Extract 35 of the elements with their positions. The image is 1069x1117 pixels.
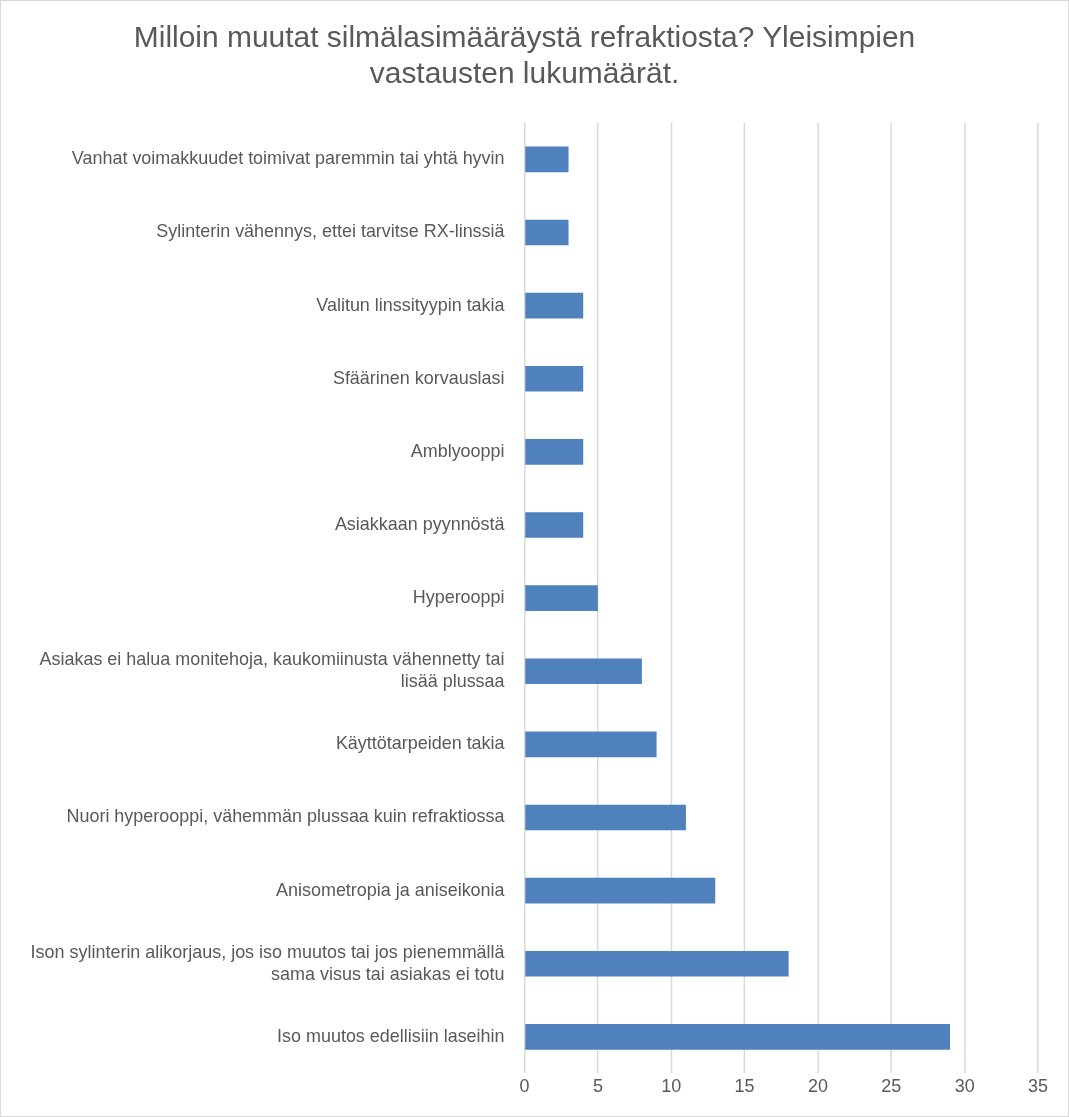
bar: [525, 804, 686, 831]
bar: [525, 512, 584, 538]
x-tick-label: 35: [1028, 1076, 1049, 1097]
bar: [525, 219, 569, 246]
y-tick-label: Iso muutos edellisiin laseihin: [277, 1025, 505, 1046]
bar: [525, 585, 598, 611]
bar: [525, 877, 716, 904]
y-tick-label: Asiakas ei halua monitehoja, kaukomiinusta vähennetty tai lisää plussaa: [39, 649, 505, 691]
bar: [525, 731, 657, 758]
x-tick-label: 0: [519, 1076, 530, 1097]
y-tick-label: Asiakkaan pyynnöstä: [334, 513, 505, 534]
chart-title: Milloin muutat silmälasimääräystä refraktiosta? Yleisimpien vastausten lukumäärät.: [133, 20, 916, 90]
y-tick-label: Anisometropia ja aniseikonia: [276, 879, 505, 900]
y-tick-label: Ison sylinterin alikorjaus, jos iso muutos tai jos pienemmällä sama visus tai asiakas ei totu: [30, 941, 505, 984]
y-tick-label: Sfäärinen korvauslasi: [332, 367, 505, 388]
y-tick-label: Sylinterin vähennys, ettei tarvitse RX-linssiä: [156, 221, 505, 242]
bar: [525, 365, 584, 392]
bar: [525, 146, 569, 173]
bar: [525, 1024, 951, 1050]
y-tick-label: Vanhat voimakkuudet toimivat paremmin tai yhtä hyvin: [71, 148, 505, 169]
y-tick-label: Amblyooppi: [410, 440, 505, 461]
bar: [525, 658, 642, 685]
y-tick-label: Käyttötarpeiden takia: [335, 733, 505, 754]
x-tick-label: 25: [881, 1076, 902, 1097]
x-tick-label: 30: [954, 1076, 975, 1097]
y-tick-label: Nuori hyperooppi, vähemmän plussaa kuin refraktiossa: [66, 806, 505, 827]
bar: [525, 950, 789, 977]
x-tick-label: 10: [661, 1076, 682, 1097]
y-tick-label: Hyperooppi: [412, 587, 505, 608]
bar: [525, 292, 584, 319]
x-tick-label: 15: [734, 1076, 755, 1097]
y-tick-label: Valitun linssityypin takia: [316, 294, 505, 315]
x-tick-label: 5: [592, 1076, 603, 1097]
x-tick-label: 20: [807, 1076, 828, 1097]
bar: [525, 439, 584, 465]
